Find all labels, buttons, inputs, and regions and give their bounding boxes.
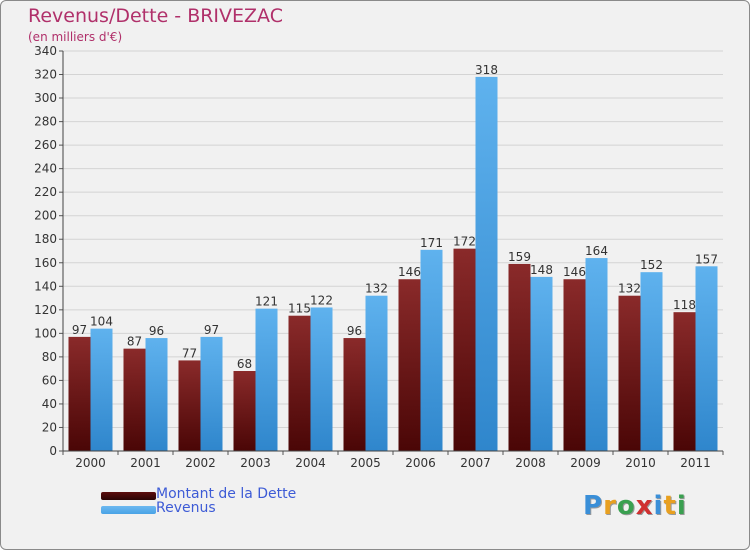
logo-letter: o <box>616 491 636 521</box>
data-label: 132 <box>365 282 388 296</box>
legend-swatch-dette <box>101 492 156 500</box>
data-label: 104 <box>90 315 113 329</box>
legend-swatch-revenus <box>101 506 156 514</box>
y-tick-label: 320 <box>34 68 57 82</box>
data-label: 164 <box>585 244 608 258</box>
bar-revenus <box>365 295 388 451</box>
bar-dette <box>123 348 146 451</box>
bar-dette <box>563 279 586 451</box>
bar-revenus <box>200 336 223 451</box>
data-label: 122 <box>310 293 333 307</box>
logo-letter: x <box>635 491 654 521</box>
x-tick-label: 2002 <box>185 456 216 470</box>
data-label: 118 <box>673 298 696 312</box>
data-label: 97 <box>72 323 87 337</box>
bar-dette <box>618 295 641 451</box>
y-tick-label: 160 <box>34 256 57 270</box>
chart-subtitle: (en milliers d'€) <box>28 30 123 44</box>
x-tick-label: 2007 <box>460 456 491 470</box>
y-tick-label: 40 <box>42 397 57 411</box>
data-label: 77 <box>182 346 197 360</box>
x-tick-label: 2005 <box>350 456 381 470</box>
bar-dette <box>288 315 311 451</box>
bar-revenus <box>585 258 608 451</box>
grid <box>63 50 723 452</box>
y-tick-label: 20 <box>42 420 57 434</box>
bar-dette <box>508 263 531 451</box>
bar-revenus <box>640 272 663 451</box>
y-tick-label: 60 <box>42 373 57 387</box>
bar-dette <box>673 312 696 451</box>
x-tick-label: 2009 <box>570 456 601 470</box>
y-tick-label: 340 <box>34 44 57 58</box>
axes: 0 20 40 60 80 100 120 140 160 180 200 220 240 260 280 3… <box>34 44 724 470</box>
logo-letter: i <box>676 491 687 521</box>
data-label: 172 <box>453 235 476 249</box>
data-label: 152 <box>640 258 663 272</box>
data-label: 121 <box>255 295 278 309</box>
y-tick-label: 180 <box>34 232 57 246</box>
bar-revenus <box>695 266 718 451</box>
data-label: 87 <box>127 335 142 349</box>
y-tick-label: 100 <box>34 326 57 340</box>
logo-letter: t <box>663 491 677 521</box>
data-label: 132 <box>618 282 641 296</box>
x-tick-label: 2003 <box>240 456 271 470</box>
data-label: 157 <box>695 252 718 266</box>
y-tick-label: 280 <box>34 115 57 129</box>
bar-revenus <box>310 307 333 451</box>
bar-revenus <box>255 308 278 451</box>
x-tick-label: 2010 <box>625 456 656 470</box>
y-tick-label: 140 <box>34 279 57 293</box>
data-label: 96 <box>149 324 164 338</box>
logo-letter: r <box>603 491 617 521</box>
data-label: 146 <box>398 265 421 279</box>
x-tick-label: 2004 <box>295 456 326 470</box>
y-tick-label: 260 <box>34 138 57 152</box>
chart-title: Revenus/Dette - BRIVEZAC <box>28 5 283 27</box>
legend-label-dette: Montant de la Dette <box>156 486 297 502</box>
x-tick-label: 2006 <box>405 456 436 470</box>
x-tick-label: 2011 <box>680 456 711 470</box>
y-tick-label: 80 <box>42 350 57 364</box>
y-tick-label: 300 <box>34 91 57 105</box>
bar-revenus <box>475 76 498 451</box>
data-label: 146 <box>563 265 586 279</box>
bar-dette <box>398 279 421 451</box>
data-label: 171 <box>420 236 443 250</box>
data-label: 148 <box>530 263 553 277</box>
data-label: 159 <box>508 250 531 264</box>
bars <box>68 76 718 451</box>
bar-dette <box>453 248 476 451</box>
x-tick-label: 2000 <box>75 456 106 470</box>
x-tick-label: 2001 <box>130 456 161 470</box>
data-label: 96 <box>347 324 362 338</box>
bar-dette <box>68 336 91 451</box>
bar-dette <box>233 371 256 451</box>
y-tick-label: 220 <box>34 185 57 199</box>
bar-dette <box>178 360 201 451</box>
y-tick-label: 0 <box>49 444 57 458</box>
data-label: 115 <box>288 302 311 316</box>
bar-revenus <box>530 276 553 451</box>
bar-revenus <box>145 338 168 451</box>
logo-letter: P <box>583 491 604 521</box>
data-label: 97 <box>204 323 219 337</box>
x-tick-label: 2008 <box>515 456 546 470</box>
bar-revenus <box>90 328 113 451</box>
logo-letter: i <box>653 491 664 521</box>
y-tick-label: 240 <box>34 162 57 176</box>
bar-dette <box>343 338 366 451</box>
y-tick-label: 120 <box>34 303 57 317</box>
y-tick-label: 200 <box>34 209 57 223</box>
bar-revenus <box>420 249 443 451</box>
data-label: 68 <box>237 357 252 371</box>
data-label: 318 <box>475 63 498 77</box>
legend-label-revenus: Revenus <box>156 500 216 516</box>
proxiti-logo: Proxiti <box>583 491 687 521</box>
